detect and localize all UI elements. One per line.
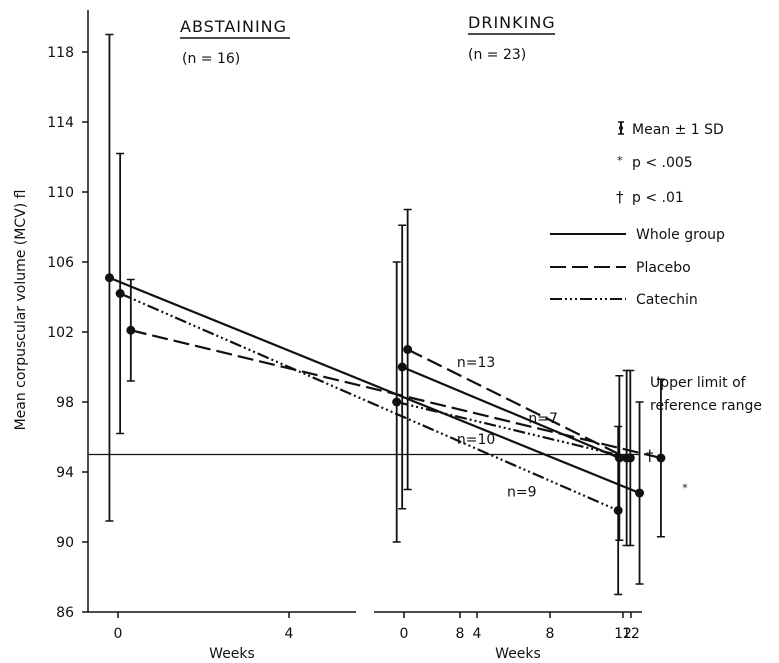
data-point [403,345,413,354]
y-tick-label: 98 [56,395,74,411]
series-n-label: n=13 [457,355,495,371]
drinking-title: DRINKING [468,13,556,32]
y-ticks: 86 90 94 98 102 106 110 114 118 [47,45,88,621]
x-tick-label: 8 [546,626,555,642]
series-n-label: n=7 [528,411,558,427]
y-tick-label: 110 [47,185,74,201]
legend-mean-sd: Mean ± 1 SD [618,121,724,138]
x-tick-label: 4 [473,626,482,642]
data-point [115,289,125,298]
data-point [656,453,666,463]
x-tick-label: 8 [456,626,465,642]
legend: Mean ± 1 SD * p < .005 † p < .01 Whole g… [550,121,725,308]
y-tick-label: 114 [47,115,74,131]
data-point [397,362,407,372]
x-tick-label: 0 [114,626,123,642]
axes [87,10,642,613]
legend-p01: † p < .01 [616,188,684,206]
legend-catechin: Catechin [550,292,698,308]
x-tick-label: 4 [285,626,294,642]
significance-asterisk: * [682,481,688,494]
legend-placebo: Placebo [550,260,691,276]
x-ticks: 0 4 8 120 4 8 12 [114,612,640,642]
x-tick-label: 12 [622,626,640,642]
data-point [104,273,114,283]
series-line-whole-group [401,365,620,460]
y-tick-label: 102 [47,325,74,341]
y-tick-label: 90 [56,535,74,551]
series-line-catechin [119,292,619,512]
abstaining-title: ABSTAINING [180,17,287,36]
reference-label-line2: reference range [650,398,762,414]
legend-mean-sd-label: Mean ± 1 SD [632,122,724,138]
data-point [613,506,623,515]
legend-placebo-label: Placebo [636,260,691,276]
series-line-whole-group [109,276,640,495]
data-point [635,488,645,498]
series-n-label: n=9 [507,485,537,501]
legend-dagger-icon: † [616,188,624,206]
legend-whole-group: Whole group [550,227,725,243]
drinking-subtitle: (n = 23) [468,47,526,63]
legend-p01-label: p < .01 [632,190,684,206]
legend-whole-group-label: Whole group [636,227,725,243]
y-tick-label: 94 [56,465,74,481]
data-point [625,453,635,463]
abstaining-subtitle: (n = 16) [182,51,240,67]
y-tick-label: 86 [56,605,74,621]
data-point [126,325,136,335]
legend-errorbar-dot [619,126,623,130]
series-line-placebo [407,348,628,459]
plot-area: n=7 n=9 * n=13 n=10 [104,33,688,596]
x-axis-label-abstaining: Weeks [209,646,255,662]
legend-asterisk-icon: * [617,154,623,167]
legend-p005-label: p < .005 [632,155,693,171]
x-tick-label: 0 [400,626,409,642]
series-n-label: n=10 [457,432,495,448]
x-axis-label-drinking: Weeks [495,646,541,662]
data-point [392,397,402,407]
legend-catechin-label: Catechin [636,292,698,308]
series-line-catechin [396,400,631,460]
y-tick-label: 106 [47,255,74,271]
reference-label-line1: Upper limit of [650,375,747,391]
y-axis-label: Mean corpuscular volume (MCV) fl [13,190,29,431]
x-tick-label: 12 [614,626,632,642]
legend-p005: * p < .005 [617,154,693,171]
y-tick-label: 118 [47,45,74,61]
